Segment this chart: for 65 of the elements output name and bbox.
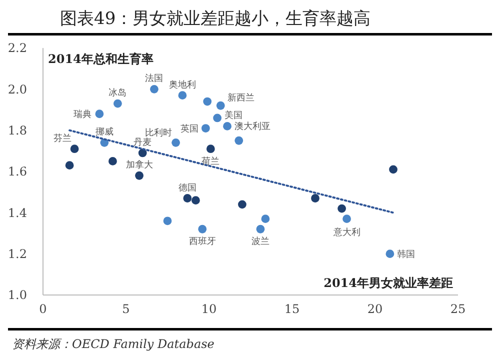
x-tick-label: 10 xyxy=(201,302,217,316)
point xyxy=(178,91,187,100)
annotation: 波兰 xyxy=(251,236,270,248)
point xyxy=(256,224,265,234)
point xyxy=(261,214,270,224)
point xyxy=(138,148,147,158)
x-tick-label: 15 xyxy=(284,302,300,316)
point xyxy=(234,136,244,145)
annotation: 意大利 xyxy=(332,226,360,238)
point xyxy=(238,200,246,209)
y-tick-label: 1.0 xyxy=(8,288,27,302)
y-axis-title: 2014年总和生育率 xyxy=(48,52,154,66)
point xyxy=(70,144,79,154)
point xyxy=(135,171,144,180)
annotation: 丹麦 xyxy=(134,136,152,148)
annotation: 冰岛 xyxy=(108,88,127,99)
annotation: 荷兰 xyxy=(202,156,220,167)
point xyxy=(95,110,104,118)
y-tick-label: 1.2 xyxy=(8,247,27,262)
text: 资料来源：OECD Family Database xyxy=(12,337,214,351)
annotation: 奥地利 xyxy=(168,79,196,90)
annotation: 比利时 xyxy=(144,128,172,139)
point xyxy=(311,194,320,202)
annotation: 新西兰 xyxy=(228,92,255,104)
point xyxy=(150,84,158,94)
point xyxy=(114,99,122,108)
point xyxy=(198,224,207,234)
annotation: 加拿大 xyxy=(126,160,153,171)
y-tick-label: 1.8 xyxy=(8,124,27,138)
point xyxy=(201,124,210,132)
y-tick-label: 1.6 xyxy=(8,164,27,179)
point xyxy=(213,114,222,122)
point xyxy=(223,122,232,130)
point xyxy=(183,194,192,202)
chart-title: 图表49：男女就业差距越小，生育率越高 xyxy=(60,9,371,29)
point xyxy=(192,196,200,205)
x-axis-title: 2014年男女就业率差距 xyxy=(324,276,453,290)
annotation: 德国 xyxy=(178,182,196,194)
point xyxy=(386,250,394,258)
point xyxy=(338,204,346,213)
point xyxy=(163,216,172,226)
y-tick-label: 2.2 xyxy=(8,41,27,56)
y-tick-label: 2.0 xyxy=(8,82,27,96)
annotation: 芬兰 xyxy=(54,132,72,144)
x-tick-label: 5 xyxy=(122,302,130,316)
point xyxy=(172,138,180,147)
annotation: 挪威 xyxy=(95,126,114,138)
point xyxy=(216,101,225,110)
point xyxy=(203,97,212,106)
annotation: 瑞典 xyxy=(73,108,92,120)
point xyxy=(389,165,398,174)
point xyxy=(65,161,74,170)
annotation: 西班牙 xyxy=(188,236,216,248)
x-tick-label: 0 xyxy=(39,302,47,316)
annotation: 美国 xyxy=(224,110,242,121)
point xyxy=(206,144,215,154)
annotation: 澳大利亚 xyxy=(234,121,270,132)
point xyxy=(342,214,351,224)
annotation: 英国 xyxy=(180,123,199,134)
annotation: 韩国 xyxy=(396,248,415,260)
x-tick-label: 20 xyxy=(367,302,383,316)
annotation: 法国 xyxy=(145,73,164,84)
y-tick-label: 1.4 xyxy=(8,206,28,220)
x-tick-label: 25 xyxy=(450,302,466,316)
point xyxy=(108,157,117,166)
